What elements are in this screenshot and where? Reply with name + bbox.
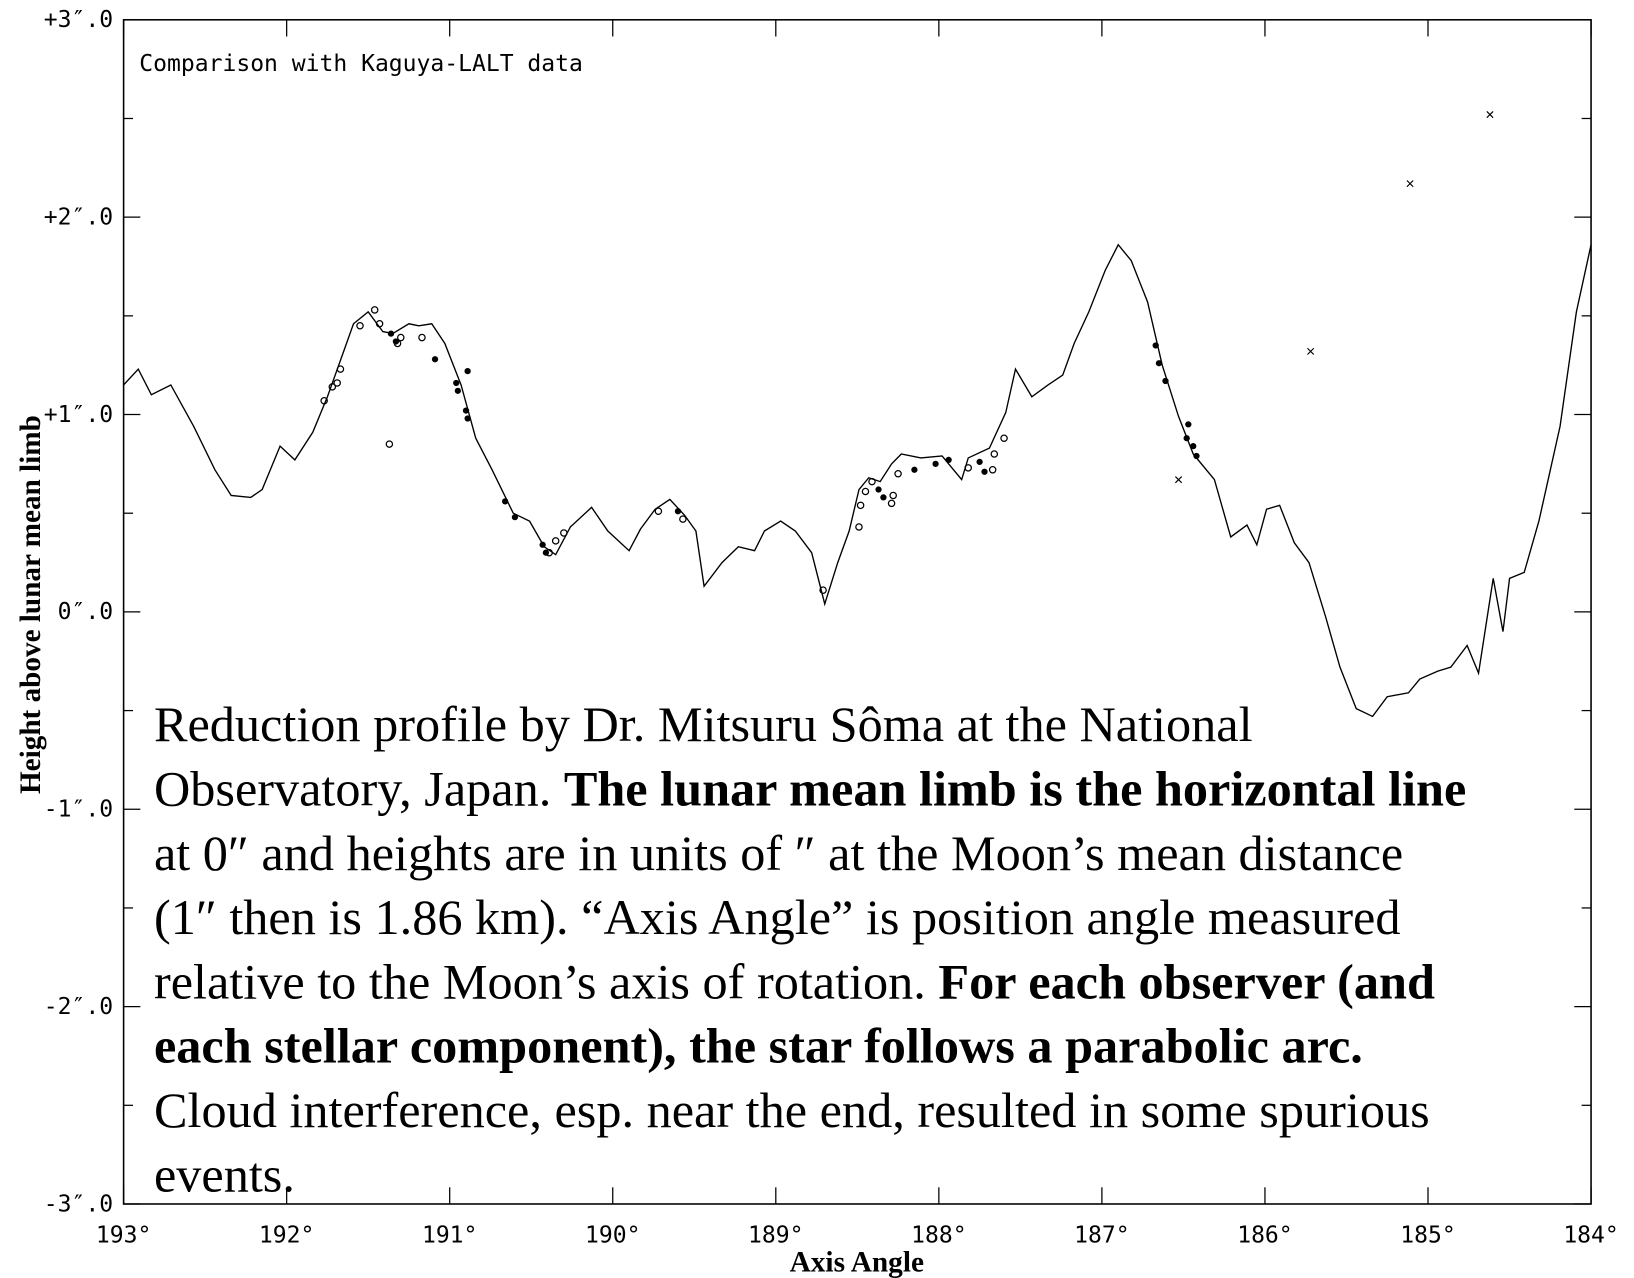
note-line: Reduction profile by Dr. Mitsuru Sôma at… [154, 696, 1253, 752]
event-point [418, 333, 426, 342]
event-cross [1174, 476, 1183, 484]
event-point [868, 477, 876, 486]
note-text: (1″ then is 1.86 km). “Axis Angle” is po… [154, 889, 1401, 945]
event-point [1190, 442, 1197, 450]
x-tick-label: 191° [422, 1223, 477, 1249]
y-tick-label: -2″.0 [44, 994, 113, 1020]
event-point [861, 487, 870, 496]
event-point [1162, 377, 1169, 385]
note-line: events. [154, 1146, 295, 1202]
event-point [819, 586, 827, 594]
note-line: (1″ then is 1.86 km). “Axis Angle” is po… [154, 889, 1401, 945]
event-point [1193, 452, 1200, 460]
annotation: Comparison with Kaguya-LALT data [139, 51, 583, 77]
note-line: each stellar component), the star follow… [154, 1018, 1363, 1074]
y-tick-label: +2″.0 [44, 205, 113, 231]
note-text: relative to the Moon’s axis of rotation. [154, 954, 938, 1010]
event-cross [1307, 347, 1315, 355]
event-point [932, 460, 939, 468]
x-tick-label: 188° [911, 1223, 966, 1249]
y-tick-label: +3″.0 [44, 7, 113, 33]
event-point [911, 466, 918, 473]
event-point [336, 365, 345, 373]
y-tick-label: +1″.0 [44, 402, 113, 428]
note-line: at 0″ and heights are in units of ″ at t… [154, 825, 1403, 881]
event-point [889, 491, 897, 500]
note-text: Cloud interference, esp. near the end, r… [154, 1082, 1430, 1138]
event-point [397, 333, 405, 342]
event-point [875, 486, 882, 493]
event-point [464, 415, 471, 422]
event-point [454, 387, 461, 394]
note-text: events. [154, 1146, 295, 1202]
event-point [976, 458, 983, 466]
event-point [1152, 342, 1159, 349]
x-tick-label: 184° [1563, 1223, 1618, 1249]
note-text: For each observer (and [938, 954, 1435, 1010]
event-point [431, 356, 439, 363]
note-text: Observatory, Japan. [154, 761, 564, 817]
event-point [393, 339, 402, 348]
y-tick-label: -3″.0 [44, 1191, 113, 1217]
x-tick-label: 187° [1074, 1223, 1129, 1249]
event-point [551, 537, 560, 545]
event-point [560, 529, 568, 537]
note-text: at 0″ and heights are in units of ″ at t… [154, 825, 1403, 881]
event-point [1183, 435, 1190, 442]
event-point [328, 383, 337, 391]
event-point [1155, 360, 1163, 367]
event-point [385, 440, 394, 448]
x-axis-label: Axis Angle [790, 1247, 924, 1278]
profile-line [123, 243, 1592, 718]
note-text: Reduction profile by Dr. Mitsuru Sôma at… [154, 696, 1253, 752]
event-point [856, 501, 865, 510]
event-point [464, 367, 471, 375]
event-point [990, 450, 999, 458]
event-point [511, 514, 519, 521]
event-point [855, 523, 863, 531]
event-point [679, 515, 687, 523]
event-point [539, 541, 546, 548]
event-point [370, 306, 379, 314]
x-tick-label: 190° [585, 1223, 640, 1249]
x-tick-label: 189° [748, 1223, 803, 1249]
event-point [674, 508, 682, 515]
y-tick-label: 0″.0 [58, 599, 113, 625]
y-tick-label: -1″.0 [44, 797, 113, 823]
event-point [894, 469, 902, 478]
event-cross [1486, 111, 1494, 119]
x-tick-label: 193° [96, 1223, 151, 1249]
x-tick-label: 185° [1400, 1223, 1455, 1249]
event-point [945, 456, 952, 464]
event-point [453, 379, 460, 387]
event-cross [1406, 180, 1414, 188]
x-tick-label: 192° [259, 1223, 314, 1249]
note-text: each stellar component), the star follow… [154, 1018, 1363, 1074]
event-point [333, 379, 341, 387]
event-point [988, 466, 997, 474]
note-line: relative to the Moon’s axis of rotation.… [154, 954, 1435, 1010]
x-tick-label: 186° [1237, 1223, 1292, 1249]
event-point [501, 498, 509, 505]
event-point [887, 499, 896, 508]
event-point [375, 319, 384, 328]
note-line: Observatory, Japan. The lunar mean limb … [154, 761, 1466, 817]
note-line: Cloud interference, esp. near the end, r… [154, 1082, 1430, 1138]
event-point [545, 548, 553, 557]
event-point [981, 468, 988, 475]
event-point [387, 330, 395, 337]
event-point [320, 396, 328, 405]
event-point [356, 321, 364, 330]
event-point [964, 464, 972, 472]
y-axis-label: Height above lunar mean limb [15, 415, 47, 794]
event-point [880, 494, 887, 501]
event-point [1185, 421, 1192, 428]
event-point [462, 407, 470, 414]
event-point [654, 507, 663, 515]
note-text: The lunar mean limb is the horizontal li… [564, 761, 1466, 817]
event-point [1000, 434, 1008, 442]
